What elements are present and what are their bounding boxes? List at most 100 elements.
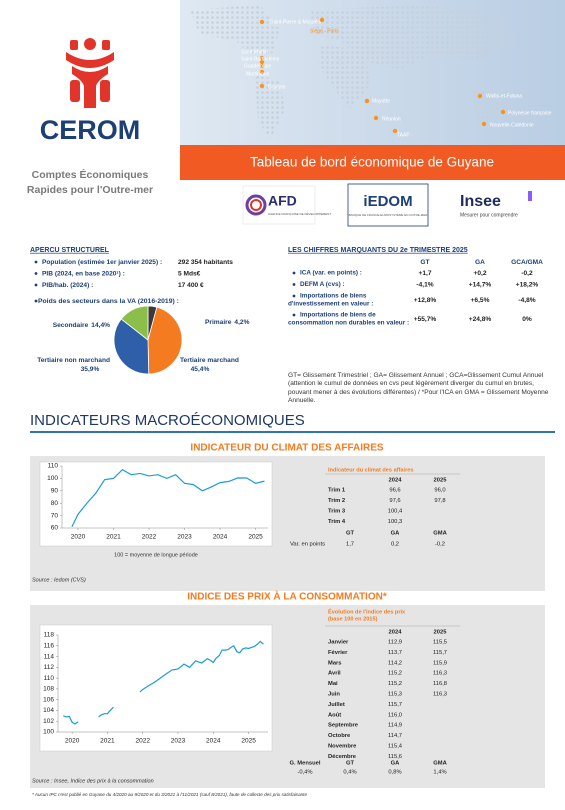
map-label: Martinique	[246, 71, 270, 77]
pie-category: Tertiaire non marchand	[37, 357, 110, 364]
x-tick-label: 2021	[106, 534, 121, 541]
cell: -0,2	[435, 542, 445, 548]
cell: 1,4%	[433, 770, 446, 776]
iedom-text: iEDOM	[363, 193, 412, 210]
section-title: INDICATEURS MACROÉCONOMIQUES	[30, 412, 305, 429]
source: Source : Iedom (CVS)	[32, 577, 86, 583]
subtitle: Rapides pour l'Outre-mer	[27, 184, 153, 196]
row-label: ICA (var. en points) :	[300, 270, 362, 277]
cell: 112,9	[388, 640, 402, 646]
row-label: Var. en points	[290, 542, 325, 548]
map-dot	[373, 115, 379, 121]
pie-category: Primaire	[205, 319, 232, 326]
y-tick-label: 110	[48, 463, 59, 470]
pie-slice	[120, 305, 149, 341]
x-tick-label: 2025	[248, 534, 263, 541]
row-label: Décembre	[328, 754, 357, 760]
column-header: G. Mensuel	[290, 761, 321, 767]
column-header: GA	[391, 531, 401, 537]
y-tick-label: 104	[43, 707, 54, 714]
map-dot	[259, 55, 265, 61]
banner	[180, 145, 565, 180]
row-value: +6,5%	[471, 297, 490, 304]
pie-value: 14,4%	[91, 322, 110, 329]
map-label: Nouvelle-Calédonie	[490, 122, 534, 128]
y-tick-label: 110	[44, 675, 55, 682]
insee-text: Insee	[460, 193, 501, 210]
item-label: Population (estimée 1er janvier 2025) :	[42, 259, 162, 266]
pie-value: 35,9%	[81, 366, 100, 373]
x-tick-label: 2023	[171, 738, 186, 745]
item-value: 17 400 €	[178, 282, 204, 289]
table-title: (base 100 en 2015)	[328, 616, 378, 622]
row-label: d'investissement en valeur :	[288, 301, 373, 308]
item-value: 292 354 habitants	[178, 259, 233, 266]
cell: 114,7	[388, 733, 402, 739]
cell: 115,2	[388, 681, 402, 687]
section-heading: LES CHIFFRES MARQUANTS DU 2e TRIMESTRE 2…	[288, 247, 468, 254]
cell: 115,5	[433, 640, 447, 646]
map-label: TAAF	[397, 132, 409, 138]
chart-note: 100 = moyenne de longue période	[114, 552, 198, 558]
bullet	[34, 299, 38, 303]
row-value: +12,8%	[414, 297, 437, 304]
map-label: Siège - Paris	[310, 28, 339, 34]
map-dot	[364, 98, 370, 104]
pie-category: Secondaire	[53, 322, 89, 329]
column-header: 2025	[434, 478, 448, 484]
cell: 113,7	[388, 650, 402, 656]
row-label: Juillet	[328, 702, 345, 708]
row-value: +1,7	[418, 270, 431, 277]
subtitle: Comptes Économiques	[32, 168, 149, 181]
row-label: Trim 2	[328, 498, 345, 504]
row-label: Importations de biens de	[300, 312, 376, 319]
line-series	[63, 640, 264, 725]
logo-text: CEROM	[40, 115, 141, 145]
pie-value: 45,4%	[191, 366, 210, 373]
row-value: +24,8%	[469, 316, 492, 323]
y-tick-label: 102	[43, 718, 54, 725]
row-label: consommation non durables en valeur :	[288, 320, 409, 327]
column-header: 2025	[434, 630, 448, 636]
insee-tagline: Mesurer pour comprendre	[460, 212, 518, 218]
cell: 115,9	[433, 660, 447, 666]
chart-title: INDICE DES PRIX À LA CONSOMMATION*	[187, 590, 387, 603]
column-header: GMA	[433, 531, 447, 537]
section-heading: APERCU STRUCTUREL	[30, 247, 110, 254]
row-label: Mars	[328, 660, 342, 666]
y-tick-label: 90	[51, 488, 59, 495]
map-dot	[392, 128, 398, 134]
x-tick-label: 2020	[65, 738, 80, 745]
row-label: Janvier	[328, 640, 349, 646]
y-tick-label: 100	[47, 475, 58, 482]
bullet	[34, 260, 38, 264]
row-label: Octobre	[328, 733, 351, 739]
map-land	[190, 5, 520, 140]
map-label: Saint-Pierre & Miquelon	[270, 19, 323, 25]
row-label: Août	[328, 712, 341, 718]
column-header: GA	[475, 259, 485, 266]
cell: 115,7	[433, 650, 447, 656]
insee-logo: Insee Mesurer pour comprendre	[460, 191, 532, 218]
pie-slice	[147, 306, 183, 375]
column-header: 2024	[389, 630, 403, 636]
item-label: PIB/hab. (2024) :	[42, 282, 93, 289]
cell: 115,2	[388, 671, 402, 677]
cell: 0,8%	[388, 770, 401, 776]
footnote: * Aucun IPC n'est publié en Guyane du 4/…	[32, 792, 307, 797]
map-label: Polynésie française	[508, 110, 552, 116]
pie-label: Primaire 4,2%	[205, 319, 250, 326]
table-title: Évolution de l'indice des prix	[328, 607, 406, 615]
cell: 96,0	[434, 488, 445, 494]
chart-title: INDICATEUR DU CLIMAT DES AFFAIRES	[190, 443, 383, 454]
map-dot	[259, 83, 265, 89]
item-label: PIB (2024, en base 2020¹) :	[42, 270, 125, 277]
cell: 115,3	[388, 692, 402, 698]
source: Source : Insee, Indice des prix à la con…	[32, 778, 154, 784]
cell: 114,9	[388, 723, 402, 729]
map-label: Mayotte	[372, 98, 390, 104]
item-value: 5 Mds€	[178, 270, 201, 277]
row-value: +0,2	[473, 270, 486, 277]
y-tick-label: 100	[43, 729, 54, 736]
